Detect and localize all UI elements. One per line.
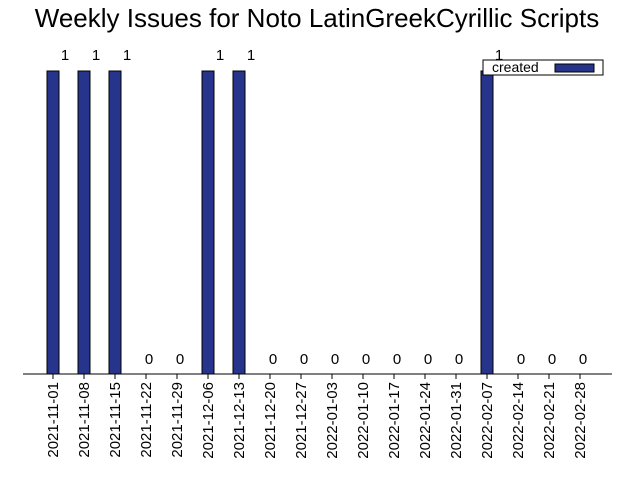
x-tick-label: 2022-01-17 [386, 382, 403, 459]
data-label: 0 [424, 351, 432, 368]
x-tick-label: 2021-11-22 [138, 382, 155, 458]
x-tick-label: 2022-01-10 [355, 382, 372, 459]
legend-swatch [554, 63, 595, 73]
x-tick-label: 2022-01-31 [448, 382, 465, 459]
x-tick-label: 2022-02-21 [541, 382, 558, 459]
bar [46, 70, 60, 375]
x-tick-label: 2021-11-15 [107, 382, 124, 458]
x-tick-label: 2021-12-06 [200, 382, 217, 459]
data-label: 0 [579, 351, 587, 368]
x-tick-label: 2022-01-03 [324, 382, 341, 459]
data-label: 0 [517, 351, 525, 368]
chart-title: Weekly Issues for Noto LatinGreekCyrilli… [35, 3, 599, 33]
x-tick-label: 2022-02-07 [479, 382, 496, 459]
bar [480, 70, 494, 375]
data-label: 0 [269, 351, 277, 368]
legend-label: created [492, 59, 539, 75]
x-tick-label: 2021-12-20 [262, 382, 279, 459]
x-tick-label: 2021-11-08 [76, 382, 93, 458]
data-label: 0 [455, 351, 463, 368]
plot-area: 1 2021-11-01 1 2021-11-08 1 2021-11-15 0 2021-1… [23, 47, 612, 459]
x-tick-label: 2021-11-29 [169, 382, 186, 458]
data-label: 0 [548, 351, 556, 368]
data-label: 0 [145, 351, 153, 368]
data-label: 1 [61, 47, 69, 64]
data-label: 0 [176, 351, 184, 368]
legend: created [482, 59, 604, 76]
bar [201, 70, 215, 375]
data-label: 0 [393, 351, 401, 368]
bar [232, 70, 246, 375]
data-label: 1 [216, 47, 224, 64]
data-label: 0 [362, 351, 370, 368]
x-tick-label: 2022-01-24 [417, 382, 434, 459]
data-label: 0 [300, 351, 308, 368]
bar [108, 70, 122, 375]
data-label: 1 [247, 47, 255, 64]
data-label: 1 [92, 47, 100, 64]
x-tick-label: 2022-02-28 [572, 382, 589, 459]
data-label: 1 [123, 47, 131, 64]
x-tick-label: 2022-02-14 [510, 382, 527, 459]
x-tick-label: 2021-12-27 [293, 382, 310, 459]
data-label: 1 [495, 47, 503, 64]
data-label: 0 [331, 351, 339, 368]
bar [77, 70, 91, 375]
x-tick-label: 2021-12-13 [231, 382, 248, 459]
x-tick-label: 2021-11-01 [45, 382, 62, 458]
